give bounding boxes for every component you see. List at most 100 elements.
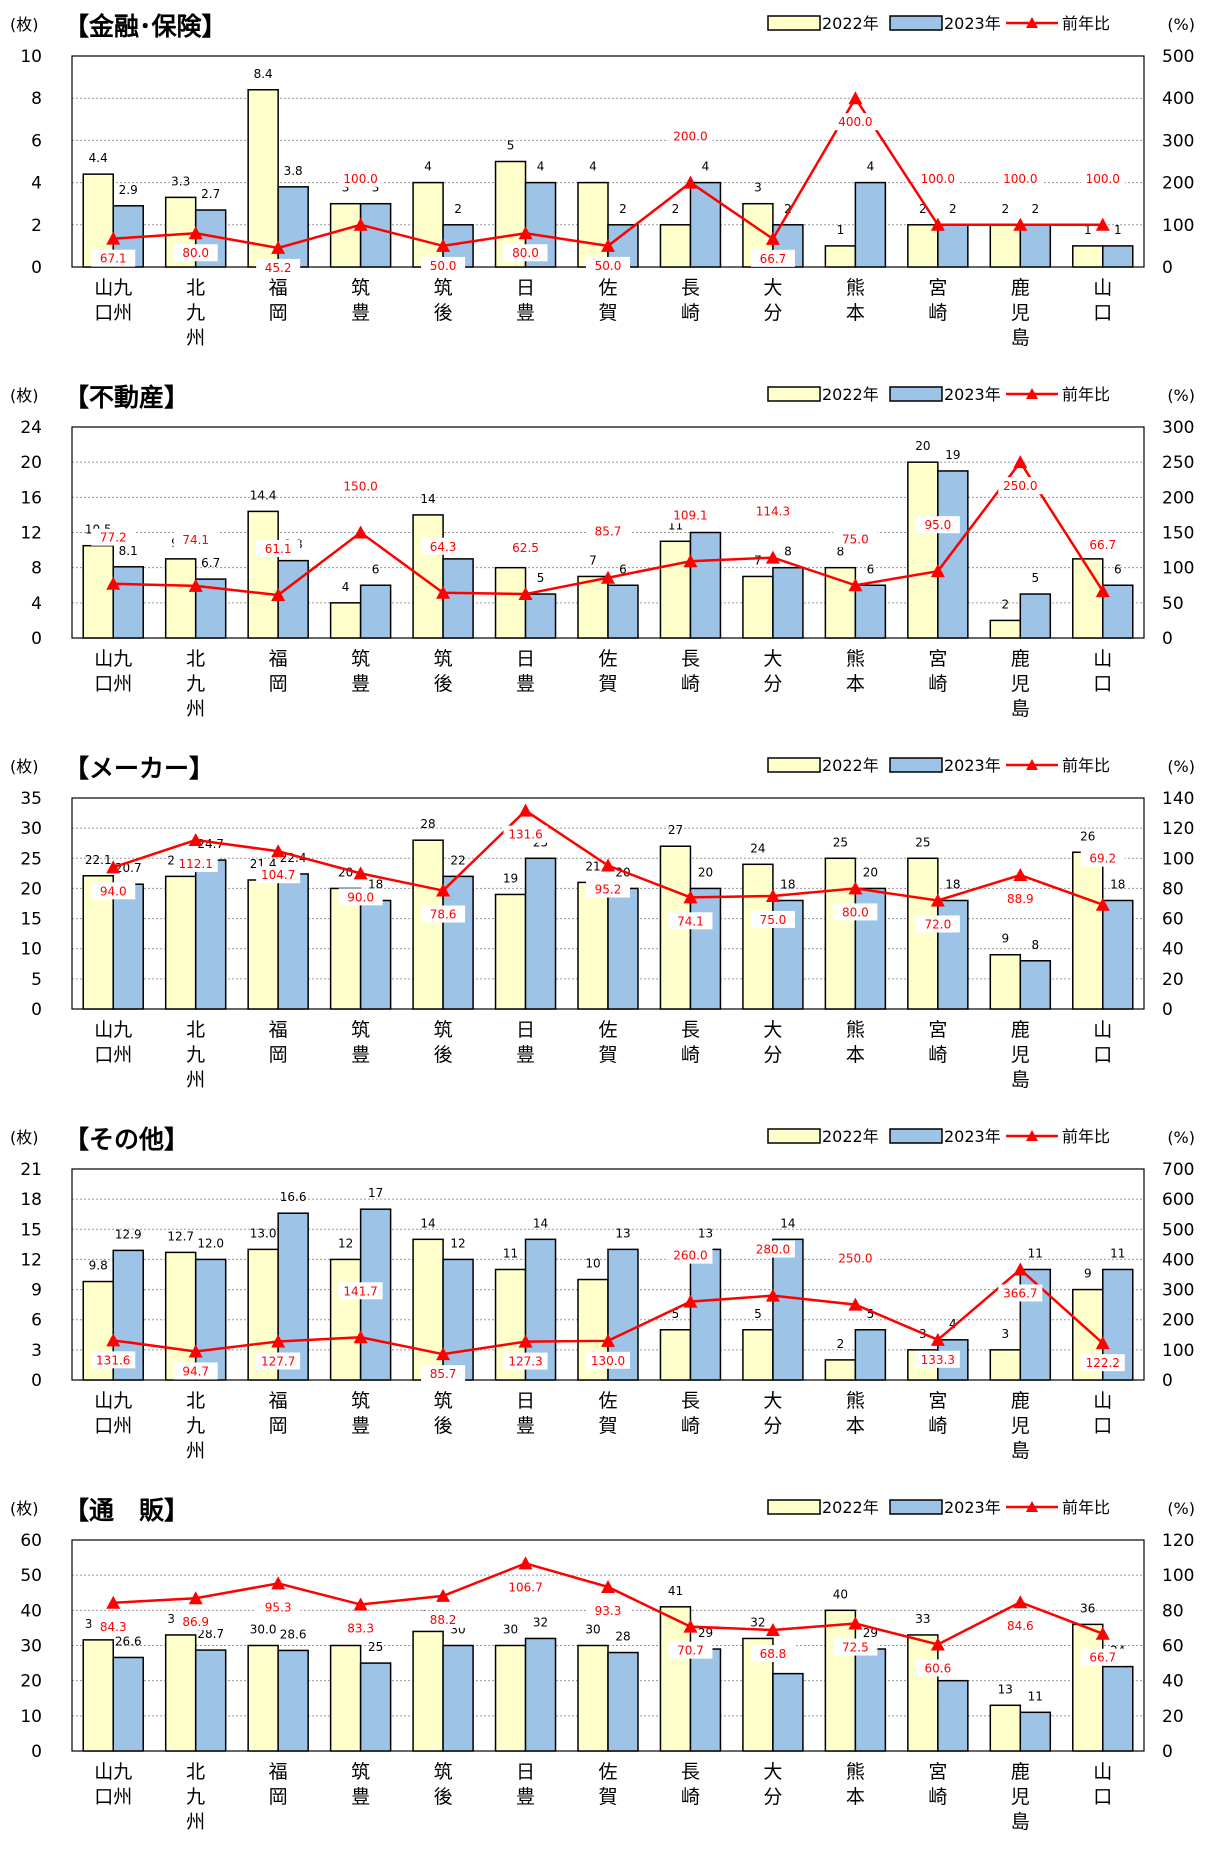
ratio-label: 50.0 [595,259,622,273]
ratio-label-bg [998,1284,1043,1302]
ratio-label-bg [338,169,383,187]
ratio-data-label: 122.2 [1080,1354,1125,1372]
bar-2022 [1072,558,1104,639]
category-label: 長崎 [681,1390,700,1437]
category-label-line: 岡 [269,1786,288,1808]
bar-2022-label: 3.3 [171,174,190,188]
left-tick-label: 5 [31,970,42,990]
bar-2023 [937,470,969,639]
category-label-line: 後 [434,673,453,695]
ratio-label-bg [586,880,630,898]
ratio-label-bg [998,1617,1043,1635]
category-label-line: 児 [1011,1044,1030,1066]
bar-2022 [329,887,362,1010]
category-label-line: 児 [1011,1415,1030,1437]
category-label-line: 豊 [351,1044,370,1066]
right-tick-label: 150 [1162,524,1194,544]
bar-2023 [1102,1665,1134,1752]
bar-2023 [607,887,639,1010]
category-label-line: 鹿 [1011,1019,1030,1041]
category-label: 長崎 [681,648,700,695]
bar-2022-label: 19 [503,871,518,885]
ratio-label-bg [421,1610,466,1628]
category-label: 大分 [763,648,782,695]
category-label-line: 日 [516,1019,535,1041]
category-label: 筑後 [434,1761,453,1808]
category-label-line: 佐 [598,1390,617,1412]
ratio-marker [683,175,698,189]
bar-2023 [1102,245,1134,268]
bar-2023 [689,531,722,639]
legend-label-ratio: 前年比 [1062,1498,1110,1517]
category-label-line: 宮 [928,277,947,299]
ratio-label-bg [503,539,548,557]
bar-2022-label: 9 [1084,1267,1092,1281]
legend-swatch-2022 [767,15,821,31]
category-label-line: 北 [186,1761,205,1783]
left-tick-label: 20 [20,453,42,473]
bar-2023 [689,181,722,268]
ratio-label-bg [256,258,301,276]
category-label-line: 鹿 [1011,1761,1030,1783]
ratio-marker [271,1334,286,1348]
category-label: 山口 [1093,648,1112,695]
category-label-line: 賀 [598,302,617,324]
ratio-label: 280.0 [756,1243,790,1257]
bar-2022 [824,1609,857,1752]
category-label: 日豊 [516,1019,535,1066]
bar-2023 [1019,960,1052,1010]
category-label-line: 島 [1011,1069,1030,1091]
left-tick-label: 60 [20,1531,42,1551]
category-label-line: 宮 [928,1761,947,1783]
bar-2023 [524,857,557,1010]
right-tick-label: 100 [1162,1341,1194,1361]
category-label-line: 長 [681,1390,700,1412]
right-tick-label: 0 [1162,1742,1173,1762]
ratio-label: 260.0 [673,1249,707,1263]
category-label-line: 大 [763,1390,782,1412]
bar-2023 [689,887,722,1010]
ratio-label-bg [256,540,301,558]
legend-swatch-2023 [889,1128,943,1144]
ratio-data-label: 72.0 [915,915,960,933]
category-label-line: 賀 [598,1044,617,1066]
ratio-label-bg [998,477,1043,495]
ratio-label: 109.1 [673,508,707,522]
bar-2023-label: 2.9 [119,183,138,197]
ratio-label: 75.0 [760,913,787,927]
bar-2023-label: 6 [372,562,380,576]
category-label: 熊本 [846,648,865,695]
ratio-marker [765,231,780,245]
category-label-line: 豊 [516,673,535,695]
category-label-line: 北 [186,1019,205,1041]
ratio-label: 77.2 [100,531,127,545]
category-label: 山口 [1093,1390,1112,1437]
bar-2022-label: 2 [837,1337,845,1351]
ratio-label: 88.9 [1007,892,1034,906]
ratio-label: 50.0 [430,259,457,273]
ratio-label-bg [586,1351,630,1369]
bar-2023-label: 4 [949,1317,957,1331]
bar-2022 [577,575,609,639]
bar-2022-label: 7 [589,553,597,567]
category-label-line: 筑 [351,1019,370,1041]
ratio-marker [683,1294,698,1308]
right-tick-label: 600 [1162,1190,1194,1210]
bar-2023-label: 2.7 [201,187,220,201]
bar-2023-label: 26.6 [115,1634,142,1648]
bar-2022-label: 4.4 [89,151,108,165]
ratio-marker [1013,868,1028,882]
category-label-line: 本 [846,673,865,695]
ratio-data-label: 77.2 [91,528,136,546]
ratio-label: 66.7 [1089,538,1116,552]
ratio-data-label: 69.2 [1080,849,1125,867]
left-tick-label: 50 [20,1566,42,1586]
ratio-label-bg [750,1645,795,1663]
ratio-label-bg [503,1352,548,1370]
ratio-data-label: 150.0 [338,477,383,495]
left-tick-label: 12 [20,1250,42,1270]
left-tick-label: 8 [31,89,42,109]
category-label-line: 後 [434,1415,453,1437]
category-label-line: 分 [763,1044,782,1066]
legend-label-2023: 2023年 [944,385,1001,404]
